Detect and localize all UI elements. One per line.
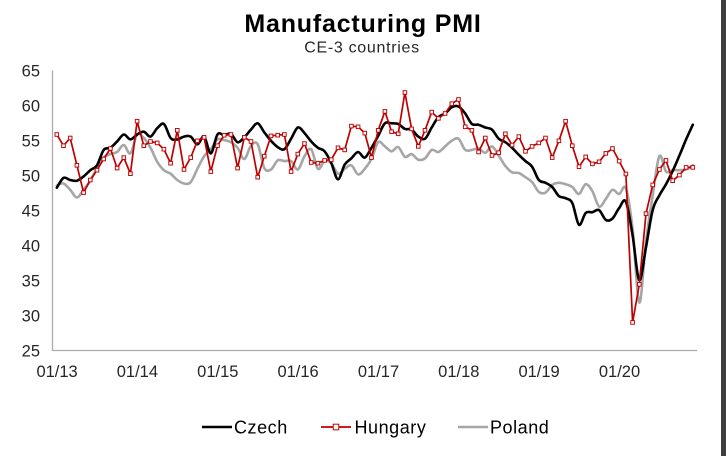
svg-text:01/16: 01/16	[277, 363, 318, 381]
svg-text:Poland: Poland	[490, 418, 549, 438]
svg-text:01/19: 01/19	[518, 363, 559, 381]
svg-text:60: 60	[22, 98, 40, 116]
svg-text:01/17: 01/17	[358, 363, 399, 381]
svg-text:45: 45	[22, 203, 40, 221]
svg-text:55: 55	[22, 133, 40, 151]
svg-text:01/14: 01/14	[117, 363, 158, 381]
svg-text:01/13: 01/13	[36, 363, 77, 381]
svg-text:30: 30	[22, 308, 40, 326]
svg-text:40: 40	[22, 238, 40, 256]
svg-text:25: 25	[22, 343, 40, 361]
svg-text:65: 65	[22, 63, 40, 81]
svg-text:01/15: 01/15	[197, 363, 238, 381]
svg-text:01/18: 01/18	[438, 363, 479, 381]
svg-text:Manufacturing PMI: Manufacturing PMI	[244, 10, 481, 38]
svg-text:35: 35	[22, 273, 40, 291]
svg-text:01/20: 01/20	[599, 363, 640, 381]
svg-text:Hungary: Hungary	[355, 418, 427, 438]
svg-text:CE-3 countries: CE-3 countries	[304, 40, 420, 57]
svg-text:50: 50	[22, 168, 40, 186]
svg-text:Czech: Czech	[234, 418, 288, 438]
